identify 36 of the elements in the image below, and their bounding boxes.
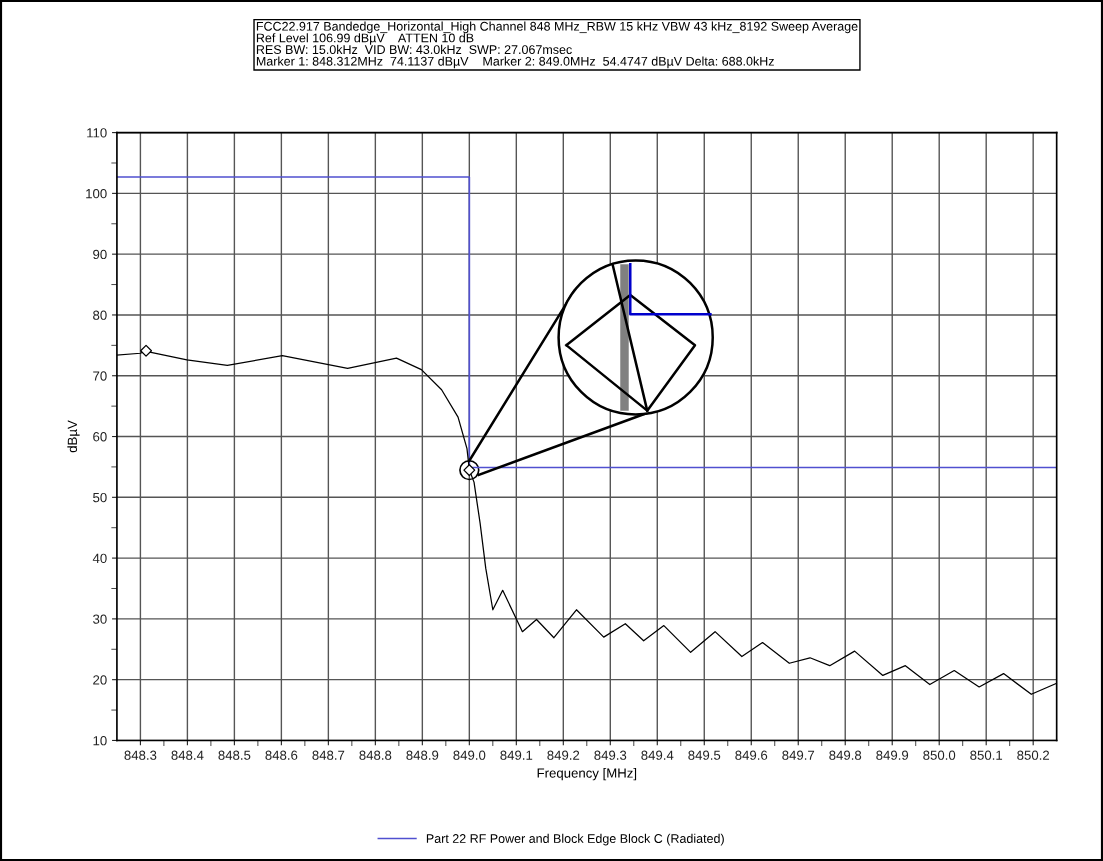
x-tick-label: 849.5 — [688, 750, 721, 760]
x-tick-label: 848.9 — [406, 750, 439, 760]
x-tick-label: 849.2 — [547, 750, 580, 760]
x-tick-label: 849.7 — [782, 750, 815, 760]
y-tick-label: 30 — [93, 614, 107, 624]
x-tick-label: 850.0 — [923, 750, 956, 760]
y-tick-label: 70 — [93, 371, 107, 381]
x-tick-label: 849.4 — [641, 750, 674, 760]
x-tick-label: 850.2 — [1017, 750, 1050, 760]
y-tick-label: 20 — [93, 675, 107, 685]
y-tick-label: 40 — [92, 553, 107, 564]
x-tick-label: 848.7 — [312, 750, 345, 760]
x-axis-title: Frequency [MHz] — [537, 768, 637, 781]
y-tick-label: 80 — [93, 310, 107, 320]
x-tick-label: 848.3 — [124, 750, 157, 760]
y-tick-label: 50 — [93, 492, 107, 503]
y-axis-title: dBµV — [67, 420, 80, 453]
y-tick-label: 90 — [93, 249, 107, 260]
x-tick-label: 850.1 — [970, 750, 1003, 760]
y-tick-label: 60 — [93, 432, 107, 442]
y-tick-label: 10 — [93, 736, 107, 746]
x-tick-label: 849.0 — [453, 750, 486, 760]
x-tick-label: 848.5 — [218, 750, 251, 760]
x-tick-label: 848.8 — [359, 750, 392, 760]
x-tick-label: 848.6 — [265, 750, 298, 760]
x-tick-label: 849.9 — [876, 750, 909, 760]
x-tick-label: 849.1 — [500, 750, 533, 760]
y-tick-label: 110 — [87, 128, 107, 138]
x-tick-label: 849.6 — [735, 750, 768, 760]
chart-subtitle: Ref Level 106.99 dBµV ATTEN 10 dB RES BW: 15.0kHz VID BW: 43.0kHz SWP: 27.067msec Marker 1: 848.312MHz 74.1137 dBµV Marker 2: 849.0MHz 54.4747 dBµV Delta: 688.0kHz — [256, 33, 774, 69]
x-tick-label: 848.4 — [171, 750, 204, 760]
chart-title: FCC22.917 Bandedge_Horizontal_High Channel 848 MHz_RBW 15 kHz VBW 43 kHz_8192 Sweep Average — [256, 21, 858, 34]
x-tick-label: 849.3 — [594, 750, 627, 760]
x-tick-label: 849.8 — [829, 750, 862, 760]
legend-label: Part 22 RF Power and Block Edge Block C (Radiated) — [426, 833, 724, 846]
y-tick-label: 100 — [86, 188, 107, 199]
